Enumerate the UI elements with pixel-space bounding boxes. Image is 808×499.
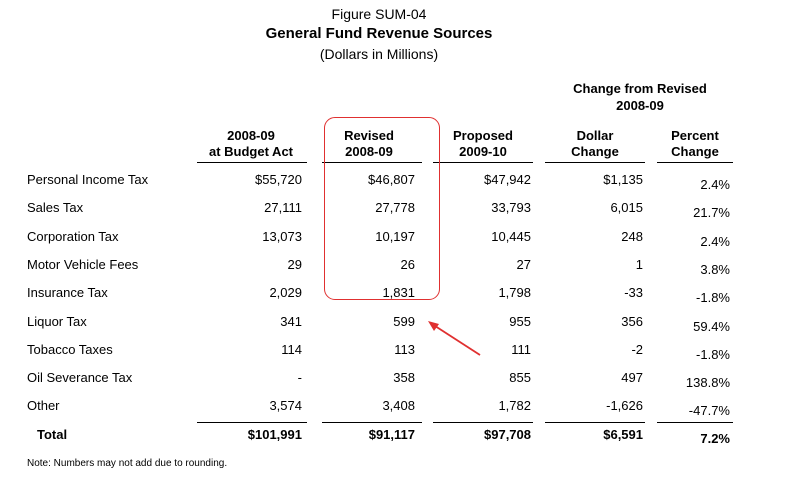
cell-dollar-change: 356 [621,314,643,329]
cell-budget-act: 3,574 [269,398,302,413]
total-percent-change: 7.2% [700,431,730,446]
cell-proposed: 1,798 [498,285,531,300]
cell-percent-change: 3.8% [700,262,730,277]
total-dollar-change: $6,591 [603,427,643,442]
cell-percent-change: -1.8% [696,290,730,305]
arrow-shaft [431,323,481,356]
column-header-dollar-change: Dollar Change [555,128,635,160]
total-label: Total [37,427,68,442]
row-label: Corporation Tax [27,229,119,244]
total-rule [322,422,422,423]
cell-revised: 1,831 [382,285,415,300]
footnote: Note: Numbers may not add due to roundin… [27,458,228,469]
cell-proposed: 10,445 [491,229,531,244]
column-header-percent-change: Percent Change [657,128,733,160]
header-rule [433,162,533,163]
header-rule [197,162,307,163]
cell-proposed: 33,793 [491,200,531,215]
row-label: Motor Vehicle Fees [27,257,139,272]
highlight-box [324,117,440,300]
header-rule [322,162,422,163]
total-rule [433,422,533,423]
column-header-line2: Change [571,144,619,159]
cell-proposed: 955 [509,314,531,329]
row-label: Tobacco Taxes [27,342,113,357]
cell-percent-change: 59.4% [693,319,730,334]
column-header-line2: 2009-10 [459,144,507,159]
figure-subtitle: (Dollars in Millions) [319,46,439,62]
column-header-line1: Dollar [576,128,614,143]
cell-budget-act: 114 [281,342,302,357]
total-revised: $91,117 [368,427,415,442]
total-rule [545,422,645,423]
cell-revised: 10,197 [375,229,415,244]
cell-proposed: 27 [516,257,531,272]
change-group-line2: 2008-09 [616,98,664,113]
cell-revised: $46,807 [368,172,415,187]
cell-revised: 26 [400,257,415,272]
cell-budget-act: 2,029 [269,285,302,300]
column-header-line1: Proposed [453,128,513,143]
cell-budget-act: - [297,370,302,385]
cell-proposed: 855 [509,370,531,385]
cell-proposed: 1,782 [498,398,531,413]
change-group-header: Change from Revised 2008-09 [560,80,720,114]
row-label: Insurance Tax [27,285,108,300]
cell-percent-change: -1.8% [696,347,730,362]
cell-dollar-change: 1 [635,257,643,272]
cell-percent-change: 21.7% [693,205,730,220]
header-rule [545,162,645,163]
arrow-head [428,321,439,331]
cell-percent-change: -47.7% [688,403,730,418]
column-header-line2: Change [671,144,719,159]
cell-dollar-change: 248 [621,229,643,244]
cell-revised: 358 [393,370,415,385]
cell-percent-change: 2.4% [700,177,730,192]
cell-budget-act: 13,073 [262,229,302,244]
column-header-line2: at Budget Act [208,144,294,159]
row-label: Personal Income Tax [27,172,149,187]
figure-title: General Fund Revenue Sources [265,25,493,42]
cell-revised: 3,408 [382,398,415,413]
cell-budget-act: 341 [280,314,302,329]
row-label: Other [27,398,60,413]
column-header-proposed: Proposed 2009-10 [443,128,523,160]
cell-revised: 599 [393,314,415,329]
cell-dollar-change: -2 [631,342,643,357]
cell-proposed: $47,942 [484,172,531,187]
cell-budget-act: $55,720 [255,172,302,187]
total-rule [657,422,733,423]
cell-dollar-change: 497 [621,370,643,385]
column-header-line2: 2008-09 [345,144,393,159]
cell-percent-change: 138.8% [685,375,730,390]
annotation-arrow [428,321,481,356]
column-header-budget-act: 2008-09 at Budget Act [196,128,306,160]
change-group-line1: Change from Revised [573,81,707,96]
total-proposed: $97,708 [484,427,531,442]
row-label: Sales Tax [27,200,84,215]
column-header-line1: 2008-09 [227,128,275,143]
cell-budget-act: 29 [287,257,302,272]
cell-dollar-change: -1,626 [606,398,643,413]
column-header-line1: Revised [344,128,394,143]
column-header-line1: Percent [671,128,719,143]
cell-dollar-change: 6,015 [610,200,643,215]
figure-label: Figure SUM-04 [331,6,427,22]
column-header-revised: Revised 2008-09 [329,128,409,160]
cell-budget-act: 27,111 [264,200,302,215]
row-label: Oil Severance Tax [27,370,133,385]
row-label: Liquor Tax [27,314,87,329]
cell-revised: 27,778 [375,200,415,215]
total-rule [197,422,307,423]
header-rule [657,162,733,163]
total-budget-act: $101,991 [247,427,302,442]
cell-dollar-change: $1,135 [603,172,643,187]
cell-revised: 113 [394,342,415,357]
cell-proposed: 111 [511,342,531,357]
cell-percent-change: 2.4% [700,234,730,249]
cell-dollar-change: -33 [624,285,643,300]
